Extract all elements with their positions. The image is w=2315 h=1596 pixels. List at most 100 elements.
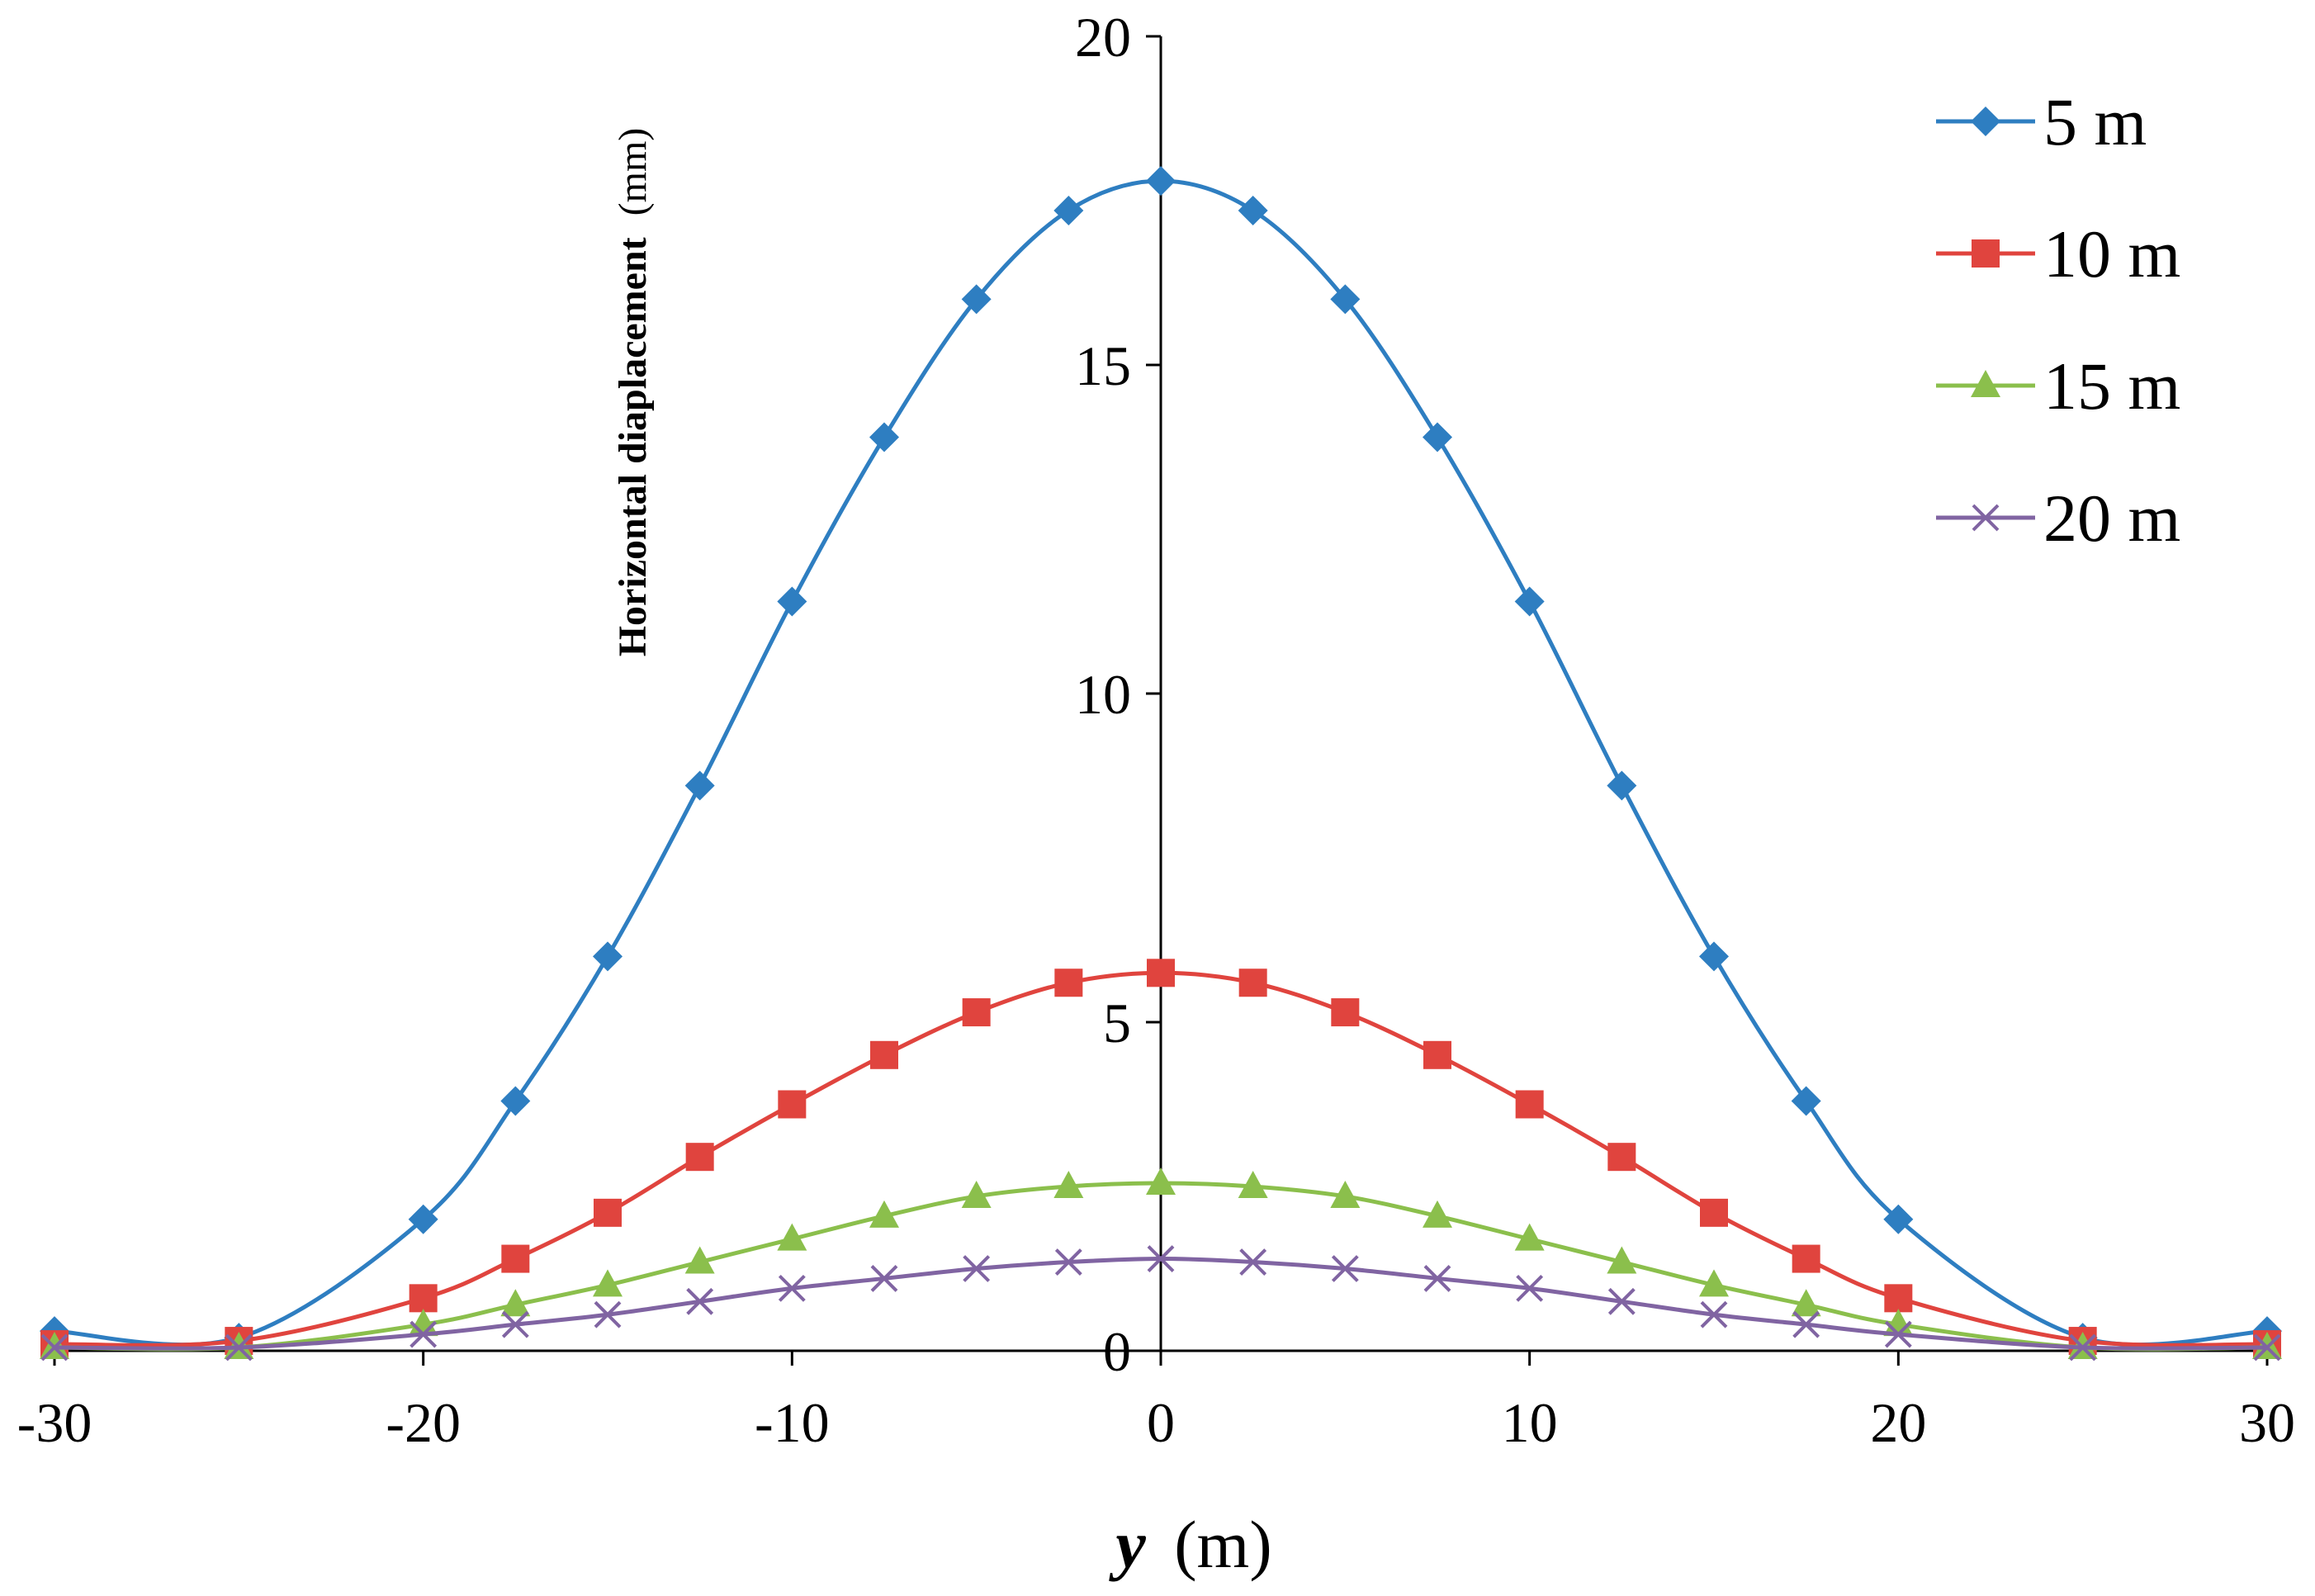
marker-stroke [1423, 1265, 1451, 1292]
marker-stroke [778, 1274, 806, 1302]
data-point-20m [2253, 1333, 2281, 1362]
marker-stroke [1884, 1320, 1912, 1348]
data-point-10m [1238, 968, 1267, 997]
data-point-5m [593, 941, 623, 972]
data-point-10m [501, 1244, 530, 1273]
data-point-15m [593, 1269, 623, 1297]
legend: 5 m 10 m 15 m 20 m [1936, 84, 2180, 556]
data-point-5m [961, 284, 992, 315]
marker-stroke [2253, 1333, 2281, 1362]
data-point-20m [1516, 1274, 1544, 1302]
data-point-20m [40, 1333, 69, 1362]
data-point-5m [1791, 1086, 1821, 1116]
data-point-15m [1146, 1167, 1176, 1196]
data-point-5m [1883, 1204, 1914, 1234]
marker-stroke [963, 1255, 991, 1282]
x-tick-label: -10 [755, 1391, 830, 1454]
data-point-15m [1053, 1171, 1084, 1198]
x-tick-label: 10 [1502, 1391, 1558, 1454]
data-point-5m [1330, 284, 1361, 315]
data-point-10m [685, 1143, 714, 1172]
data-point-20m [870, 1265, 898, 1292]
marker-stroke [1792, 1310, 1820, 1338]
y-tick-label: 15 [1075, 334, 1131, 397]
data-point-20m [225, 1333, 253, 1362]
data-point-10m [1884, 1284, 1913, 1313]
data-point-10m [1792, 1244, 1820, 1273]
legend-marker-20m [1972, 504, 2000, 532]
marker-stroke [594, 1300, 622, 1328]
x-tick-label: -30 [17, 1391, 92, 1454]
y-tick-label: 0 [1103, 1320, 1131, 1383]
data-point-20m [1147, 1245, 1175, 1272]
marker-stroke [501, 1310, 529, 1338]
series-layer [40, 166, 2282, 1362]
data-point-20m [1239, 1248, 1267, 1276]
x-tick-label: 30 [2239, 1391, 2295, 1454]
data-point-10m [870, 1040, 898, 1069]
data-point-5m [1423, 422, 1452, 452]
data-point-15m [777, 1223, 807, 1251]
x-axis-label-unit: (m) [1174, 1507, 1271, 1582]
data-point-15m [961, 1180, 992, 1208]
data-point-20m [410, 1320, 438, 1348]
data-point-5m [777, 586, 807, 617]
data-point-15m [1330, 1180, 1361, 1208]
marker-stroke [40, 1333, 69, 1362]
data-point-20m [1054, 1248, 1082, 1276]
data-point-15m [1699, 1269, 1729, 1297]
x-tick-label: -20 [386, 1391, 461, 1454]
marker-stroke [1147, 1245, 1175, 1272]
legend-item-5m: 5 m [1936, 84, 2147, 159]
marker-stroke [1516, 1274, 1544, 1302]
legend-marker-10m [1972, 239, 2000, 268]
data-point-10m [409, 1284, 438, 1313]
data-point-15m [1607, 1246, 1637, 1274]
legend-item-10m: 10 m [1936, 216, 2180, 291]
data-point-20m [594, 1300, 622, 1328]
marker-stroke [225, 1333, 253, 1362]
axis-ticks [53, 35, 2269, 1366]
data-point-5m [1238, 195, 1268, 225]
marker-stroke [870, 1265, 898, 1292]
data-point-10m [1607, 1143, 1636, 1172]
legend-label-15m: 15 m [2043, 348, 2180, 424]
data-point-20m [1700, 1300, 1728, 1328]
data-point-5m [1514, 586, 1545, 617]
data-point-20m [778, 1274, 806, 1302]
x-axis-label: y (m) [1108, 1507, 1271, 1582]
y-axis-label-main: Horizontal diaplacement [611, 237, 655, 656]
marker-stroke [1239, 1248, 1267, 1276]
series-20m [40, 1245, 2281, 1362]
legend-marker-5m [1971, 107, 2000, 136]
data-point-20m [1792, 1310, 1820, 1338]
tick-labels: -30 -20 -10 0 10 20 30 0 5 10 15 20 [17, 6, 2295, 1454]
data-point-20m [501, 1310, 529, 1338]
marker-stroke [410, 1320, 438, 1348]
data-point-5m [869, 422, 899, 452]
data-point-5m [1053, 195, 1084, 225]
data-point-5m [1607, 770, 1637, 801]
data-point-15m [1514, 1223, 1545, 1251]
y-tick-label: 20 [1075, 6, 1131, 69]
data-point-10m [1423, 1040, 1451, 1069]
data-point-20m [1423, 1265, 1451, 1292]
marker-stroke [1972, 504, 2000, 532]
data-point-15m [1238, 1171, 1268, 1198]
legend-marker-15m [1971, 370, 2000, 397]
legend-label-20m: 20 m [2043, 481, 2180, 556]
data-point-5m [684, 770, 715, 801]
series-10m [40, 959, 2281, 1359]
marker-stroke [1700, 1300, 1728, 1328]
data-point-5m [1699, 941, 1729, 972]
legend-item-20m: 20 m [1936, 481, 2180, 556]
data-point-20m [963, 1255, 991, 1282]
legend-item-15m: 15 m [1936, 348, 2180, 424]
data-point-5m [1146, 166, 1176, 197]
x-tick-label: 0 [1147, 1391, 1175, 1454]
data-point-10m [1331, 998, 1360, 1027]
data-point-15m [869, 1200, 899, 1228]
marker-stroke [1054, 1248, 1082, 1276]
